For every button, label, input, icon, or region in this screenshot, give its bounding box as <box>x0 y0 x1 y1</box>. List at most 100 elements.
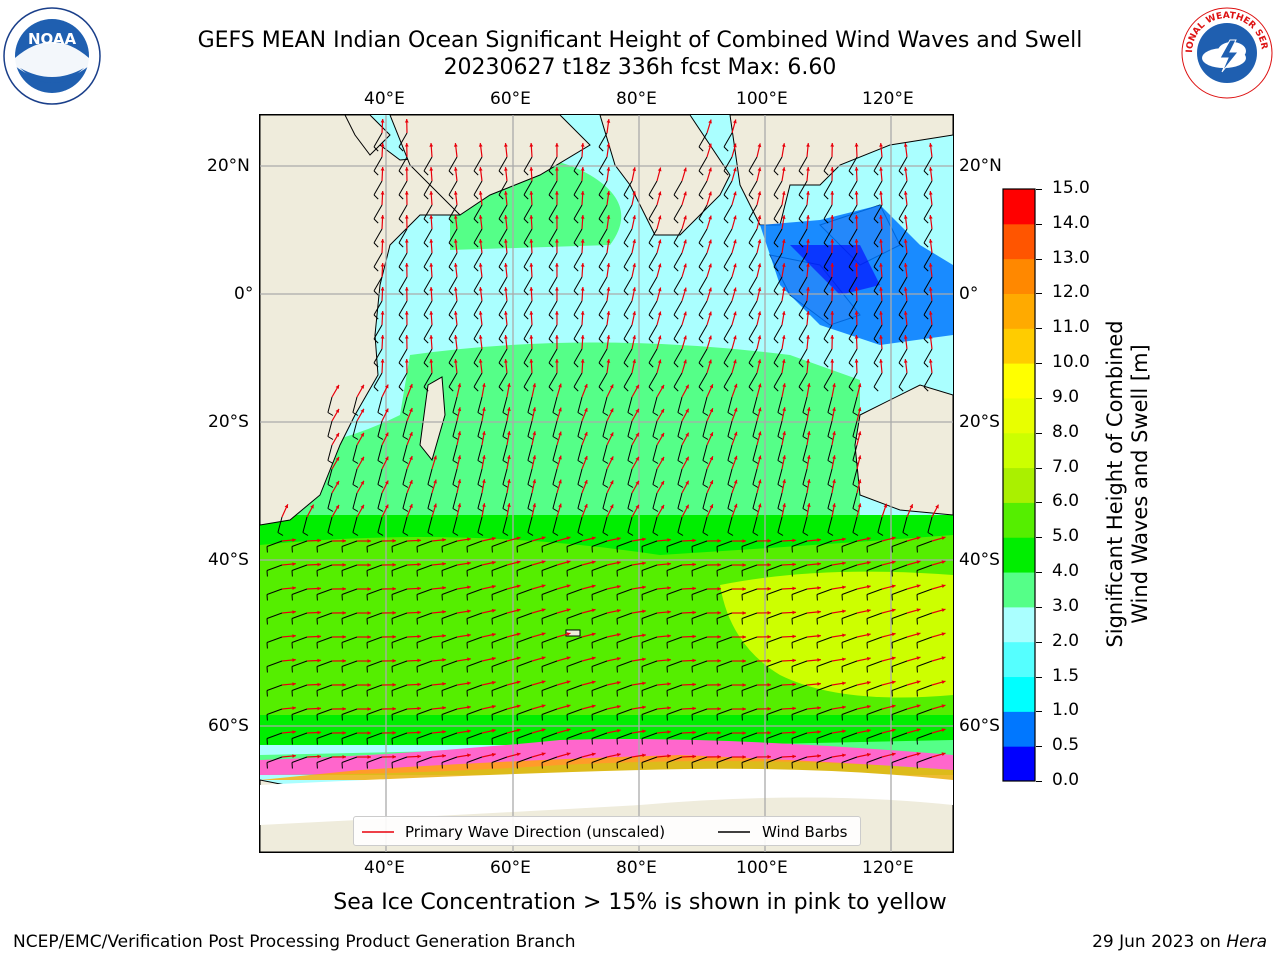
wave-direction-arrowhead <box>866 728 871 733</box>
wave-direction-arrowhead <box>467 705 471 710</box>
wind-barb <box>773 204 783 220</box>
wave-direction-arrowhead <box>566 608 571 612</box>
wave-direction-arrowhead <box>429 311 434 315</box>
noaa-logo: NOAA <box>3 7 101 105</box>
wind-barb-feather <box>352 436 359 440</box>
wave-direction-arrowhead <box>842 561 846 566</box>
wave-direction-arrowhead <box>830 215 835 219</box>
wind-barb-feather <box>777 460 784 464</box>
wind-barb <box>752 516 758 533</box>
wave-direction-arrowhead <box>385 384 389 389</box>
colorbar-segment <box>1003 258 1035 294</box>
wind-barb <box>452 492 458 509</box>
wind-barb <box>648 204 658 220</box>
wind-barb <box>452 444 458 461</box>
wave-direction-arrowhead <box>941 728 946 732</box>
wind-barb <box>802 468 808 485</box>
wind-barb <box>616 708 633 715</box>
wave-direction-arrowhead <box>928 239 933 243</box>
wave-direction-arrowhead <box>507 503 511 507</box>
wave-direction-arrowhead <box>529 167 534 171</box>
wind-barb-feather <box>673 290 679 296</box>
wind-barb <box>341 660 358 667</box>
wave-direction-arrowhead <box>478 239 483 243</box>
wind-barb-feather <box>823 170 829 176</box>
wind-barb <box>423 372 433 388</box>
wave-direction-arrowhead <box>453 287 458 291</box>
wave-direction-arrowhead <box>717 755 721 759</box>
wave-direction-arrowhead <box>667 562 671 566</box>
wind-barb-feather <box>827 532 834 536</box>
wind-barb-feather <box>402 532 409 536</box>
wave-direction-arrowhead <box>708 239 712 244</box>
wind-barb <box>548 180 558 196</box>
wind-barb-feather <box>527 412 534 416</box>
wind-barb-feather <box>498 170 504 176</box>
wave-direction-arrowhead <box>380 287 385 291</box>
wind-barb <box>898 204 908 220</box>
wind-barb-feather <box>748 242 754 248</box>
wind-barb <box>391 612 408 619</box>
wave-direction-arrowhead <box>342 587 346 591</box>
wave-direction-arrowhead <box>380 215 385 219</box>
wind-barb <box>848 180 858 196</box>
wave-direction-arrowhead <box>591 536 596 541</box>
wave-direction-arrowhead <box>854 311 859 315</box>
wind-barb <box>752 420 758 437</box>
wind-barb <box>541 588 558 595</box>
wind-barb <box>466 564 483 571</box>
wind-barb <box>773 324 783 340</box>
wave-direction-arrowhead <box>529 311 534 315</box>
wind-barb <box>577 444 583 461</box>
wave-direction-arrowhead <box>360 480 364 485</box>
wind-barb <box>416 636 433 643</box>
wind-barb-feather <box>648 218 654 224</box>
wind-barb-feather <box>573 290 579 296</box>
wave-direction-arrowhead <box>482 479 486 483</box>
wind-barb-feather <box>523 314 529 320</box>
wave-direction-arrowhead <box>504 335 508 339</box>
wind-barb-feather <box>748 170 754 176</box>
wind-barb <box>473 252 483 268</box>
wave-direction-legend-label: Primary Wave Direction (unscaled) <box>405 823 666 841</box>
wind-barb-feather <box>723 338 729 344</box>
wave-direction-arrowhead <box>385 456 389 461</box>
wave-direction-arrowhead <box>806 359 810 363</box>
wave-direction-arrowhead <box>632 311 636 316</box>
wind-barb <box>498 372 508 388</box>
wind-barb <box>398 372 408 388</box>
wave-direction-arrowhead <box>879 335 883 339</box>
wind-barb-feather <box>773 170 779 176</box>
wave-direction-arrowhead <box>806 407 811 411</box>
wind-barb-feather <box>898 170 904 176</box>
colorbar-tick-label: 1.0 <box>1052 700 1080 721</box>
wind-barb <box>623 252 633 268</box>
wave-direction-arrowhead <box>782 455 786 460</box>
wave-direction-arrowhead <box>767 706 771 711</box>
wave-direction-arrowhead <box>404 287 409 291</box>
wind-barb <box>598 204 608 220</box>
wind-barb <box>491 612 508 619</box>
wave-direction-arrowhead <box>781 143 786 147</box>
wind-barb-feather <box>477 436 484 440</box>
wind-barb <box>798 156 808 172</box>
wind-barb <box>727 444 733 461</box>
wave-direction-arrowhead <box>683 215 687 220</box>
wave-direction-arrowhead <box>367 587 371 591</box>
wind-barb <box>702 492 708 509</box>
wave-direction-arrowhead <box>491 656 496 661</box>
wind-barb <box>398 132 408 148</box>
wave-direction-arrowhead <box>767 634 771 639</box>
wind-barb-feather <box>823 290 829 296</box>
wind-barb <box>702 468 708 485</box>
wind-barb <box>848 372 858 388</box>
wave-direction-arrowhead <box>453 311 458 315</box>
wind-barb <box>841 636 858 643</box>
wave-direction-arrowhead <box>708 311 712 316</box>
wind-barb <box>741 564 758 571</box>
wind-barb <box>727 396 733 413</box>
colorbar-segment <box>1003 572 1035 608</box>
wind-barb-feather <box>798 362 804 368</box>
wind-barb-feather <box>448 338 454 344</box>
wind-barb <box>448 156 458 172</box>
